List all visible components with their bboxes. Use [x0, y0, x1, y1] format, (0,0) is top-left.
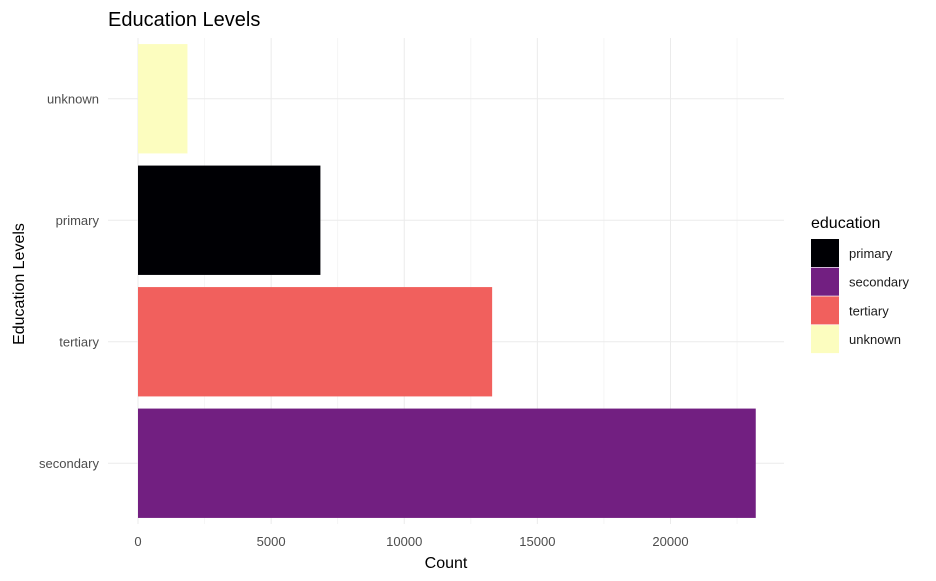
- x-tick-label: 15000: [519, 534, 555, 549]
- legend-label-primary: primary: [849, 246, 893, 261]
- legend-label-tertiary: tertiary: [849, 303, 889, 318]
- legend-swatch-tertiary: [811, 296, 839, 325]
- bars: [138, 44, 756, 518]
- legend-label-unknown: unknown: [849, 332, 901, 347]
- y-tick-labels: secondary tertiary primary unknown: [39, 91, 99, 471]
- bar-tertiary: [138, 287, 493, 397]
- y-tick-label: tertiary: [59, 334, 99, 349]
- y-tick-label: primary: [56, 213, 100, 228]
- x-axis-title: Count: [425, 555, 468, 572]
- bar-secondary: [138, 408, 756, 518]
- legend-label-secondary: secondary: [849, 275, 909, 290]
- x-tick-label: 0: [134, 534, 141, 549]
- bar-unknown: [138, 44, 188, 154]
- legend-items: primary secondary tertiary unknown: [811, 239, 909, 354]
- legend-swatch-secondary: [811, 267, 839, 296]
- x-tick-label: 5000: [257, 534, 286, 549]
- legend-title: education: [811, 215, 880, 232]
- legend-swatch-primary: [811, 239, 839, 267]
- y-tick-label: unknown: [47, 91, 99, 106]
- x-tick-label: 10000: [386, 534, 422, 549]
- y-tick-label: secondary: [39, 456, 99, 471]
- x-tick-labels: 0 5000 10000 15000 20000: [134, 534, 688, 549]
- chart-title: Education Levels: [108, 9, 260, 31]
- legend: education primary secondary tertiary unknow…: [811, 215, 909, 354]
- y-axis-title: Education Levels: [11, 223, 28, 345]
- x-tick-label: 20000: [652, 534, 688, 549]
- bar-primary: [138, 165, 321, 275]
- legend-swatch-unknown: [811, 325, 839, 354]
